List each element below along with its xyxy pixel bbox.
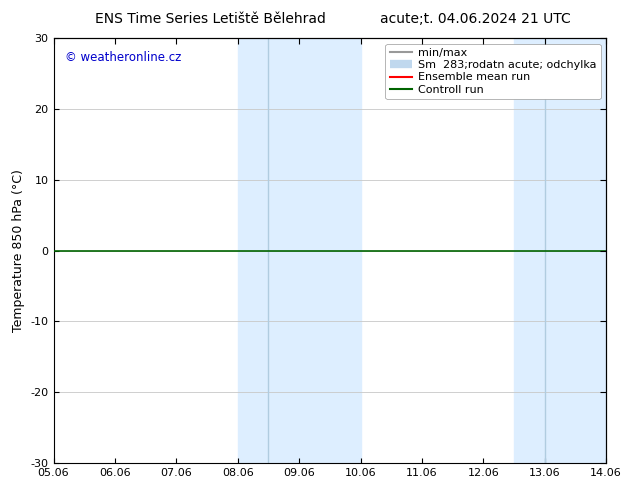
Text: ENS Time Series Letiště Bělehrad: ENS Time Series Letiště Bělehrad bbox=[95, 12, 326, 26]
Bar bbox=[238, 38, 361, 463]
Text: © weatheronline.cz: © weatheronline.cz bbox=[65, 51, 181, 64]
Legend: min/max, Sm  283;rodatn acute; odchylka, Ensemble mean run, Controll run: min/max, Sm 283;rodatn acute; odchylka, … bbox=[385, 44, 600, 99]
Bar bbox=[514, 38, 606, 463]
Y-axis label: Temperature 850 hPa (°C): Temperature 850 hPa (°C) bbox=[12, 169, 25, 332]
Text: acute;t. 04.06.2024 21 UTC: acute;t. 04.06.2024 21 UTC bbox=[380, 12, 571, 26]
